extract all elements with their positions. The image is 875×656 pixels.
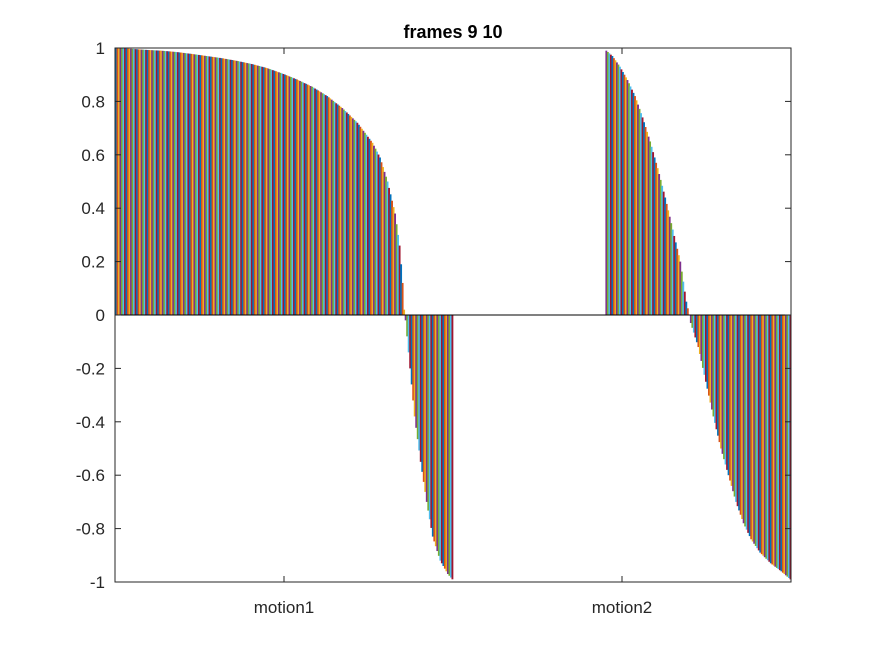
y-tick-label: -0.6 (76, 466, 105, 485)
y-tick-label: 0.4 (81, 199, 105, 218)
bar (687, 308, 689, 315)
y-tick-label: -0.2 (76, 359, 105, 378)
y-tick-label: 0 (96, 306, 105, 325)
bar (403, 310, 405, 315)
x-tick-label-motion2: motion2 (592, 598, 652, 617)
x-tick-label-motion1: motion1 (254, 598, 314, 617)
y-tick-label: 1 (96, 39, 105, 58)
y-tick-label: 0.6 (81, 146, 105, 165)
chart-title: frames 9 10 (403, 22, 502, 42)
bar (451, 315, 453, 579)
y-tick-label: -0.4 (76, 413, 105, 432)
y-tick-label: -1 (90, 573, 105, 592)
y-tick-label: 0.2 (81, 253, 105, 272)
y-tick-label: 0.8 (81, 92, 105, 111)
y-tick-label: -0.8 (76, 520, 105, 539)
